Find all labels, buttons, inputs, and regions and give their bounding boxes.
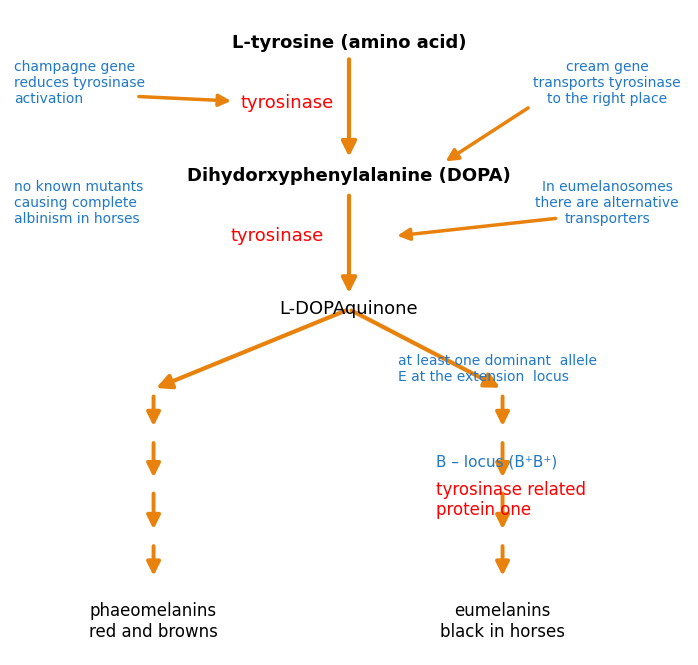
Text: cream gene
transports tyrosinase
to the right place: cream gene transports tyrosinase to the … bbox=[533, 60, 681, 106]
Text: champagne gene
reduces tyrosinase
activation: champagne gene reduces tyrosinase activa… bbox=[14, 60, 145, 106]
Text: In eumelanosomes
there are alternative
transporters: In eumelanosomes there are alternative t… bbox=[535, 180, 679, 226]
Text: L-tyrosine (amino acid): L-tyrosine (amino acid) bbox=[232, 34, 466, 53]
Text: tyrosinase: tyrosinase bbox=[241, 94, 334, 112]
Text: L-DOPAquinone: L-DOPAquinone bbox=[280, 300, 418, 319]
Text: at least one dominant  allele
E at the extension  locus: at least one dominant allele E at the ex… bbox=[398, 354, 597, 384]
Text: no known mutants
causing complete
albinism in horses: no known mutants causing complete albini… bbox=[14, 180, 143, 226]
Text: B – locus (B⁺B⁺): B – locus (B⁺B⁺) bbox=[436, 455, 558, 469]
Text: eumelanins
black in horses: eumelanins black in horses bbox=[440, 602, 565, 641]
Text: phaeomelanins
red and browns: phaeomelanins red and browns bbox=[89, 602, 218, 641]
Text: tyrosinase related
protein one: tyrosinase related protein one bbox=[436, 481, 586, 519]
Text: tyrosinase: tyrosinase bbox=[230, 227, 324, 245]
Text: Dihydorxyphenylalanine (DOPA): Dihydorxyphenylalanine (DOPA) bbox=[187, 167, 511, 186]
